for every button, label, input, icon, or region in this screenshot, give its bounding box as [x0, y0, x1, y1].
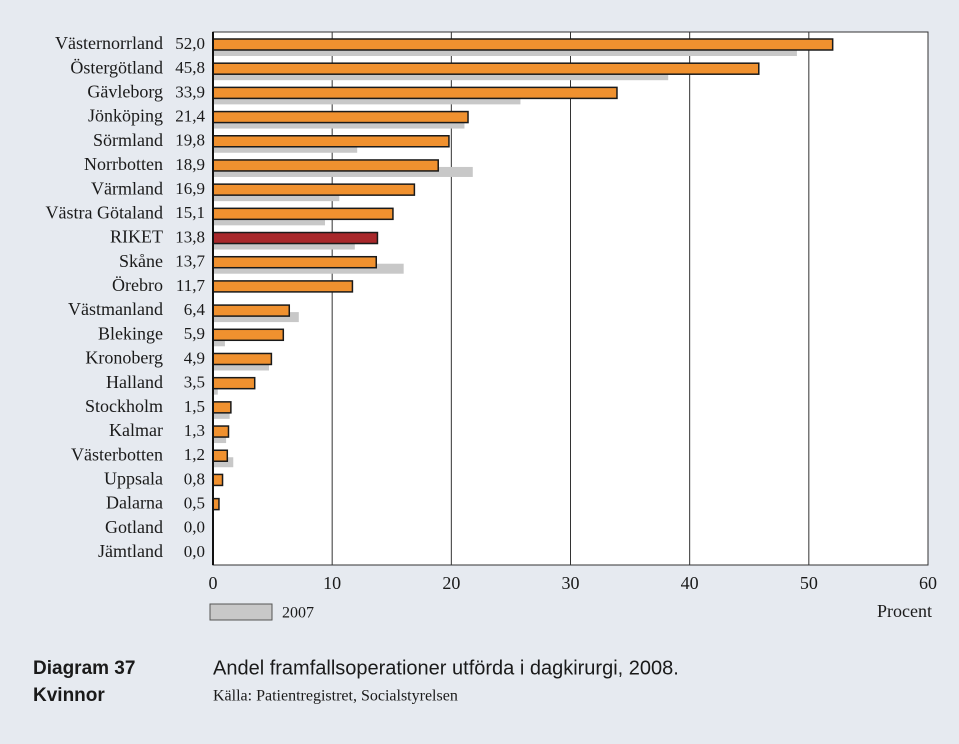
bar-2007	[213, 457, 234, 468]
category-label: Östergötland	[70, 57, 163, 77]
category-label: Värmland	[91, 178, 163, 198]
bar	[212, 207, 394, 221]
value-label: 33,9	[175, 82, 205, 101]
category-label: Västernorrland	[55, 33, 163, 53]
x-axis-label: Procent	[877, 601, 932, 621]
bar-2007	[213, 312, 299, 323]
bar	[212, 38, 834, 51]
value-label: 15,1	[175, 203, 205, 222]
value-label: 13,7	[175, 252, 205, 271]
bar-2007	[213, 408, 230, 419]
bar-2007	[213, 46, 797, 56]
x-tick-label: 0	[209, 573, 218, 593]
bar-2007	[213, 70, 669, 81]
category-label: Västerbotten	[71, 444, 163, 464]
value-label: 1,2	[184, 445, 205, 464]
bar	[212, 110, 469, 124]
bar	[212, 86, 618, 100]
x-tick-label: 60	[919, 573, 937, 593]
subtitle: Kvinnor	[33, 685, 105, 706]
bar	[212, 401, 232, 414]
bar-2007	[213, 336, 225, 347]
bar	[212, 328, 285, 342]
bar-2007	[213, 384, 218, 395]
category-label: Sörmland	[93, 130, 163, 150]
value-label: 0,8	[184, 469, 205, 488]
value-label: 13,8	[175, 227, 205, 246]
value-label: 5,9	[184, 324, 205, 343]
category-label: Gävleborg	[87, 82, 163, 102]
category-label: Kronoberg	[85, 348, 163, 368]
value-label: 11,7	[176, 276, 206, 295]
bar	[212, 159, 439, 172]
category-label: Dalarna	[106, 493, 163, 513]
bar-2007	[213, 142, 358, 153]
value-label: 0,0	[184, 542, 205, 561]
category-label: Halland	[106, 372, 163, 392]
bar-2007	[213, 360, 270, 371]
category-label: Västra Götaland	[46, 202, 163, 222]
bar	[212, 304, 291, 317]
category-label: Jönköping	[88, 106, 163, 126]
bar	[212, 352, 273, 366]
legend-label: 2007	[282, 605, 314, 622]
value-label: 6,4	[184, 300, 206, 319]
bar-2007	[213, 433, 227, 444]
category-label: Örebro	[112, 275, 163, 295]
value-label: 3,5	[184, 373, 205, 392]
value-label: 21,4	[175, 106, 205, 125]
chart-title: Andel framfallsoperationer utförda i dag…	[213, 657, 679, 679]
category-label: Västmanland	[68, 299, 163, 319]
bar	[212, 183, 416, 196]
bar-2007	[213, 263, 404, 274]
legend-swatch	[209, 603, 273, 621]
category-label: Gotland	[105, 517, 163, 537]
category-label: Skåne	[119, 251, 163, 271]
value-label: 45,8	[175, 58, 205, 77]
bar-2007	[213, 94, 521, 105]
value-label: 0,5	[184, 494, 205, 513]
bar	[212, 449, 229, 462]
x-tick-label: 10	[323, 573, 341, 593]
bar-2007	[213, 215, 326, 226]
bar	[212, 280, 354, 293]
bar	[212, 255, 378, 269]
category-label: Norrbotten	[84, 154, 163, 174]
bar	[212, 231, 379, 245]
category-label: Jämtland	[98, 541, 163, 561]
bar	[212, 376, 256, 390]
x-tick-label: 40	[681, 573, 699, 593]
x-tick-label: 50	[800, 573, 818, 593]
category-label: Stockholm	[85, 396, 163, 416]
bar-2007	[213, 239, 355, 250]
value-label: 1,3	[184, 421, 205, 440]
bar-2007	[213, 191, 340, 202]
source: Källa: Patientregistret, Socialstyrelsen	[213, 688, 458, 705]
value-label: 52,0	[175, 34, 205, 53]
bar	[212, 473, 224, 487]
bar	[212, 135, 450, 148]
category-label: Kalmar	[109, 420, 163, 440]
value-label: 18,9	[175, 155, 205, 174]
x-tick-label: 20	[442, 573, 460, 593]
value-label: 19,8	[175, 131, 205, 150]
category-label: RIKET	[110, 227, 163, 247]
bar	[212, 425, 230, 438]
category-label: Blekinge	[98, 323, 163, 343]
value-label: 0,0	[184, 518, 205, 537]
x-tick-label: 30	[562, 573, 580, 593]
bar-2007	[213, 166, 473, 177]
category-label: Uppsala	[104, 469, 163, 489]
value-label: 4,9	[184, 348, 205, 367]
bar	[212, 62, 760, 75]
diagram-label: Diagram 37	[33, 658, 135, 679]
bar-2007	[213, 118, 465, 129]
value-label: 16,9	[175, 179, 205, 198]
value-label: 1,5	[184, 397, 205, 416]
